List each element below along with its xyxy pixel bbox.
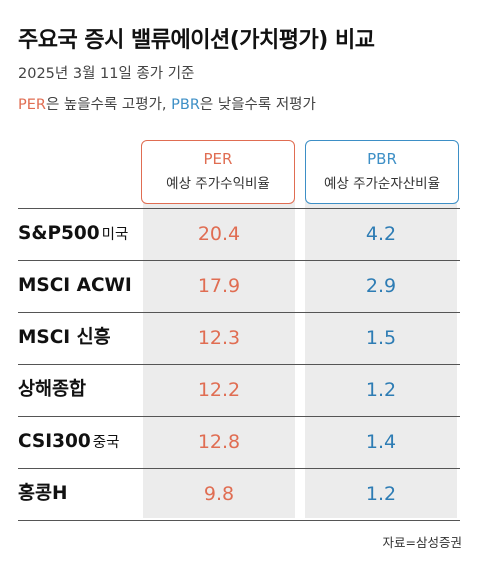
row-label: MSCI 신흥 — [18, 312, 111, 364]
row-label: 상해종합 — [18, 364, 86, 416]
row-label-text: MSCI ACWI — [18, 275, 132, 296]
pbr-value: 1.5 — [365, 327, 397, 349]
source-note: 자료=삼성증권 — [382, 535, 462, 550]
row-label-text: CSI300 — [18, 431, 91, 452]
pbr-header-desc: 예상 주가순자산비율 — [323, 176, 441, 192]
per-column-background — [143, 150, 295, 518]
row-divider — [18, 260, 460, 261]
row-label: S&P500 미국 — [18, 208, 128, 260]
per-value: 9.8 — [203, 483, 235, 505]
row-divider — [18, 208, 460, 209]
pbr-header-name: PBR — [367, 150, 397, 168]
row-label-text: MSCI 신흥 — [18, 327, 111, 348]
note-pbr-word: PBR — [171, 97, 200, 113]
row-label: CSI300 중국 — [18, 416, 119, 468]
row-divider — [18, 312, 460, 313]
note-per-text: 은 높을수록 고평가, — [45, 97, 172, 113]
row-label: MSCI ACWI — [18, 260, 132, 312]
pbr-value: 1.4 — [365, 431, 397, 453]
row-label-suffix: 중국 — [92, 435, 120, 451]
page-title: 주요국 증시 밸류에이션(가치평가) 비교 — [18, 28, 375, 53]
row-label: 홍콩H — [18, 468, 68, 520]
row-label-text: S&P500 — [18, 223, 100, 244]
pbr-value: 2.9 — [365, 275, 397, 297]
row-divider — [18, 520, 460, 521]
row-divider — [18, 364, 460, 365]
row-divider — [18, 416, 460, 417]
per-column-header: PER 예상 주가수익비율 — [141, 140, 295, 204]
row-divider — [18, 468, 460, 469]
per-value: 12.8 — [197, 431, 241, 453]
per-value: 20.4 — [197, 223, 241, 245]
pbr-column-header: PBR 예상 주가순자산비율 — [305, 140, 459, 204]
pbr-value: 4.2 — [365, 223, 397, 245]
date-subtitle: 2025년 3월 11일 종가 기준 — [18, 66, 195, 82]
note-pbr-text: 은 낮을수록 저평가 — [199, 97, 316, 113]
per-value: 17.9 — [197, 275, 241, 297]
row-label-text: 상해종합 — [18, 379, 87, 400]
pbr-value: 1.2 — [365, 379, 397, 401]
pbr-value: 1.2 — [365, 483, 397, 505]
legend-note: PER은 높을수록 고평가, PBR은 낮을수록 저평가 — [18, 93, 316, 114]
per-value: 12.3 — [197, 327, 241, 349]
row-label-text: 홍콩H — [18, 483, 68, 504]
per-header-name: PER — [203, 150, 233, 168]
pbr-column-background — [305, 150, 457, 518]
per-value: 12.2 — [197, 379, 241, 401]
note-per-word: PER — [18, 97, 46, 113]
row-label-suffix: 미국 — [101, 227, 129, 243]
per-header-desc: 예상 주가수익비율 — [166, 176, 270, 192]
